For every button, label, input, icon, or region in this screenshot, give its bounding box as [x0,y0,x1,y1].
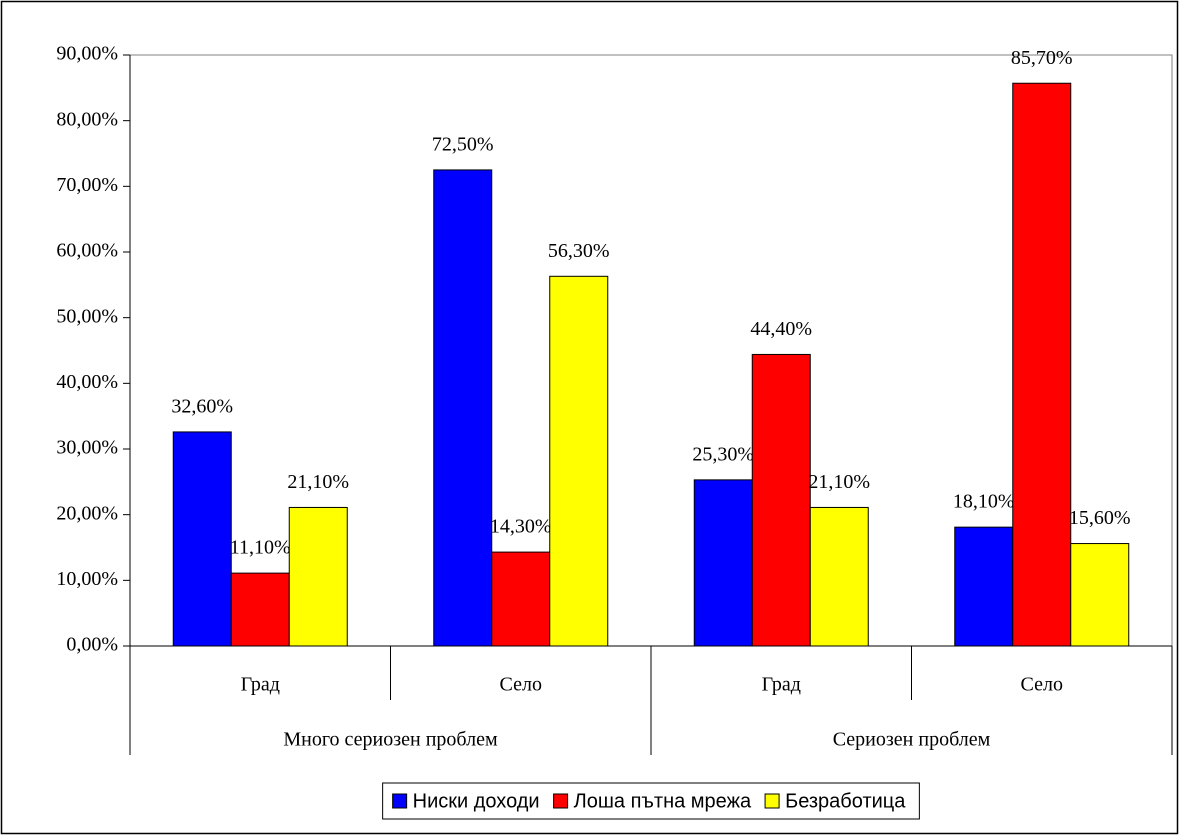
y-tick-label: 0,00% [66,634,118,656]
y-tick-label: 20,00% [56,502,118,524]
value-label: 72,50% [432,134,494,156]
bar [751,353,811,647]
x-tick-label: Град [762,674,801,696]
bar [693,479,753,647]
bar [230,572,290,647]
y-tick-label: 60,00% [56,240,118,262]
y-tick-label: 70,00% [56,174,118,196]
y-tick-label: 90,00% [56,43,118,65]
x-tick-label: Град [241,674,280,696]
y-tick-label: 40,00% [56,371,118,393]
value-label: 11,10% [230,537,291,559]
value-label: 14,30% [490,516,552,538]
value-label: 32,60% [171,396,233,418]
bar [809,506,869,647]
bar [549,275,609,647]
legend-label: Безработица [785,790,906,812]
legend-box [382,782,920,820]
y-tick-label: 10,00% [56,568,118,590]
value-label: 56,30% [548,240,610,262]
y-tick-label: 30,00% [56,437,118,459]
value-label: 25,30% [692,443,754,465]
value-label: 21,10% [287,471,349,493]
value-label: 15,60% [1069,507,1131,529]
plot-frame [130,54,1173,646]
bar [433,169,493,647]
value-label: 21,10% [808,471,870,493]
group-label: Сериозен проблем [833,729,991,751]
bar [1012,82,1072,647]
legend-swatch [553,793,569,809]
legend-swatch [764,793,780,809]
value-label: 44,40% [750,318,812,340]
value-label: 85,70% [1011,47,1073,69]
bar [1070,543,1130,647]
y-tick-label: 80,00% [56,108,118,130]
x-tick-label: Село [500,674,542,696]
legend-label: Лоша пътна мрежа [574,790,752,812]
bar [491,551,551,647]
legend-swatch [392,793,408,809]
bar [288,506,348,647]
y-tick-label: 50,00% [56,305,118,327]
value-label: 18,10% [953,491,1015,513]
x-tick-label: Село [1021,674,1063,696]
bar [954,526,1014,647]
group-label: Много сериозен проблем [283,729,498,751]
bar [172,431,232,647]
legend-label: Ниски доходи [413,790,540,812]
